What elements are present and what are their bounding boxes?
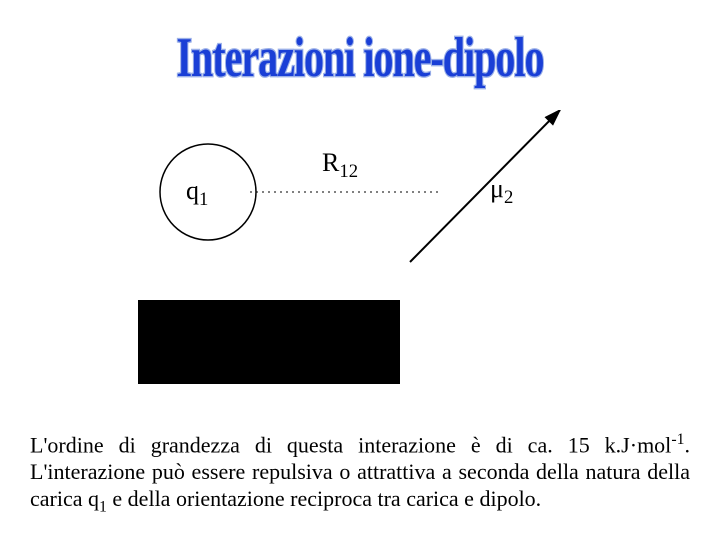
para-line1-a: L'ordine di grandezza di questa interazi… xyxy=(30,432,671,457)
label-mu2: μ2 xyxy=(490,174,513,209)
description-paragraph: L'ordine di grandezza di questa interazi… xyxy=(30,430,690,517)
label-mu2-base: μ xyxy=(490,174,504,203)
label-q1-sub: 1 xyxy=(199,189,208,210)
label-r12: R12 xyxy=(322,148,358,183)
para-line3-b: e della orientazione reciproca tra caric… xyxy=(107,486,474,511)
ion-dipole-diagram: q1 R12 μ2 xyxy=(130,110,610,280)
label-r12-base: R xyxy=(322,148,339,177)
label-r12-sub: 12 xyxy=(339,161,358,182)
label-q1-base: q xyxy=(186,176,199,205)
para-line4: dipolo. xyxy=(479,486,541,511)
title-text: Interazioni ione-dipolo xyxy=(176,25,543,88)
page-title: Interazioni ione-dipolo Interazioni ione… xyxy=(0,24,720,90)
para-line2: L'interazione può essere repulsiva o att… xyxy=(30,459,579,484)
para-line1-sup: -1 xyxy=(671,431,684,448)
formula-blackbox xyxy=(138,300,400,384)
para-line1-b: . xyxy=(685,432,691,457)
dipole-arrow xyxy=(410,110,560,262)
label-q1: q1 xyxy=(186,176,208,211)
label-mu2-sub: 2 xyxy=(504,187,513,208)
para-line3-sub: 1 xyxy=(99,498,107,515)
